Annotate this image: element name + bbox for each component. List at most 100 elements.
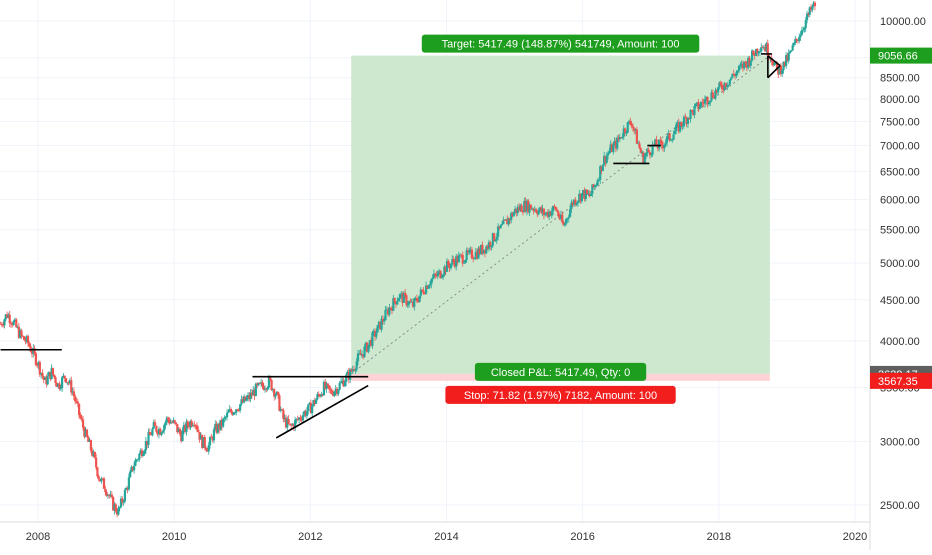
- candle-down: [415, 298, 419, 302]
- candle-up: [130, 466, 133, 472]
- candle-down: [203, 437, 206, 448]
- candles: [0, 0, 817, 518]
- candle-up: [669, 140, 673, 141]
- candle-up: [693, 106, 696, 115]
- candle-up: [743, 61, 746, 69]
- candle-up: [728, 79, 731, 85]
- candle-up: [502, 220, 505, 225]
- candle-up: [794, 38, 797, 44]
- candle-down: [460, 254, 463, 256]
- candle-up: [47, 371, 51, 377]
- candle-down: [766, 43, 769, 56]
- candle-down: [583, 190, 586, 200]
- candle-down: [529, 204, 532, 210]
- candle-down: [72, 391, 75, 397]
- candle-up: [181, 430, 184, 442]
- candle-down: [300, 419, 303, 421]
- candle-up: [57, 383, 60, 387]
- candle-up: [808, 7, 811, 15]
- candle-up: [459, 254, 462, 256]
- candle-down: [733, 75, 737, 77]
- candle-up: [644, 153, 648, 157]
- price-tick-label: 8000.00: [880, 94, 920, 106]
- candle-up: [622, 128, 625, 137]
- closed-pnl-label[interactable]: Closed P&L: 5417.49, Qty: 0: [474, 362, 647, 381]
- candle-down: [453, 261, 456, 267]
- candle-up: [249, 392, 252, 400]
- trendline[interactable]: [275, 384, 369, 439]
- candle-up: [572, 199, 576, 205]
- candle-up: [576, 200, 580, 203]
- candle-up: [225, 412, 229, 418]
- candle-down: [655, 139, 658, 147]
- target-label[interactable]: Target: 5417.49 (148.87%) 541749, Amount…: [421, 34, 700, 53]
- candle-down: [273, 389, 276, 397]
- candle-up: [223, 417, 226, 420]
- candle-down: [411, 301, 415, 307]
- price-tick-label: 4500.00: [880, 295, 920, 307]
- candle-up: [383, 320, 386, 322]
- candle-up: [436, 272, 439, 277]
- candle-up: [791, 45, 794, 51]
- candle-up: [307, 404, 310, 412]
- candle-up: [698, 106, 701, 109]
- candle-up: [773, 63, 776, 66]
- candle-up: [376, 325, 379, 333]
- candle-down: [452, 259, 455, 262]
- candle-down: [680, 122, 683, 127]
- candle-down: [688, 117, 691, 120]
- candle-up: [563, 223, 566, 226]
- price-tick-label: 8500.00: [880, 73, 920, 85]
- candle-up: [260, 382, 263, 384]
- candle-down: [318, 394, 322, 397]
- candle-down: [115, 511, 119, 515]
- candle-up: [88, 440, 91, 442]
- candle-up: [750, 50, 754, 61]
- candle-down: [186, 421, 189, 426]
- candle-up: [765, 43, 768, 52]
- candle-up: [730, 77, 733, 80]
- candle-up: [474, 251, 477, 259]
- candle-down: [448, 265, 451, 269]
- candle-down: [70, 380, 73, 393]
- candle-up: [625, 132, 628, 134]
- candle-down: [373, 330, 377, 337]
- trendline[interactable]: [767, 65, 781, 79]
- candle-down: [102, 478, 106, 489]
- candle-up: [169, 422, 172, 424]
- candle-up: [305, 411, 309, 416]
- candle-up: [316, 394, 319, 400]
- candle-up: [133, 465, 136, 471]
- price-axis: 2500.003000.003500.004000.004500.005000.…: [869, 0, 932, 550]
- candle-up: [548, 211, 551, 217]
- candle-down: [258, 382, 261, 384]
- candle-down: [472, 258, 475, 260]
- candle-down: [741, 63, 745, 69]
- candle-down: [180, 433, 183, 442]
- candle-down: [170, 422, 174, 423]
- candle-down: [809, 7, 813, 11]
- candle-up: [510, 213, 513, 221]
- target-label-background: [421, 34, 700, 53]
- stop-label[interactable]: Stop: 71.82 (1.97%) 7182, Amount: 100: [445, 385, 676, 404]
- candle-down: [63, 375, 66, 379]
- candle-up: [570, 202, 573, 210]
- candle-up: [803, 27, 806, 30]
- candle-up: [689, 109, 692, 120]
- candle-up: [384, 309, 387, 321]
- candle-down: [34, 353, 38, 365]
- candle-down: [553, 206, 556, 208]
- candle-down: [201, 435, 204, 448]
- candle-up: [718, 82, 721, 88]
- candle-up: [538, 207, 542, 211]
- candle-up: [519, 205, 522, 211]
- trendline[interactable]: [767, 55, 781, 67]
- candle-down: [600, 166, 603, 172]
- candle-up: [263, 388, 267, 390]
- candle-up: [84, 429, 87, 437]
- candle-up: [242, 396, 246, 403]
- candle-up: [462, 262, 466, 264]
- candle-up: [224, 417, 227, 419]
- candle-down: [284, 417, 288, 428]
